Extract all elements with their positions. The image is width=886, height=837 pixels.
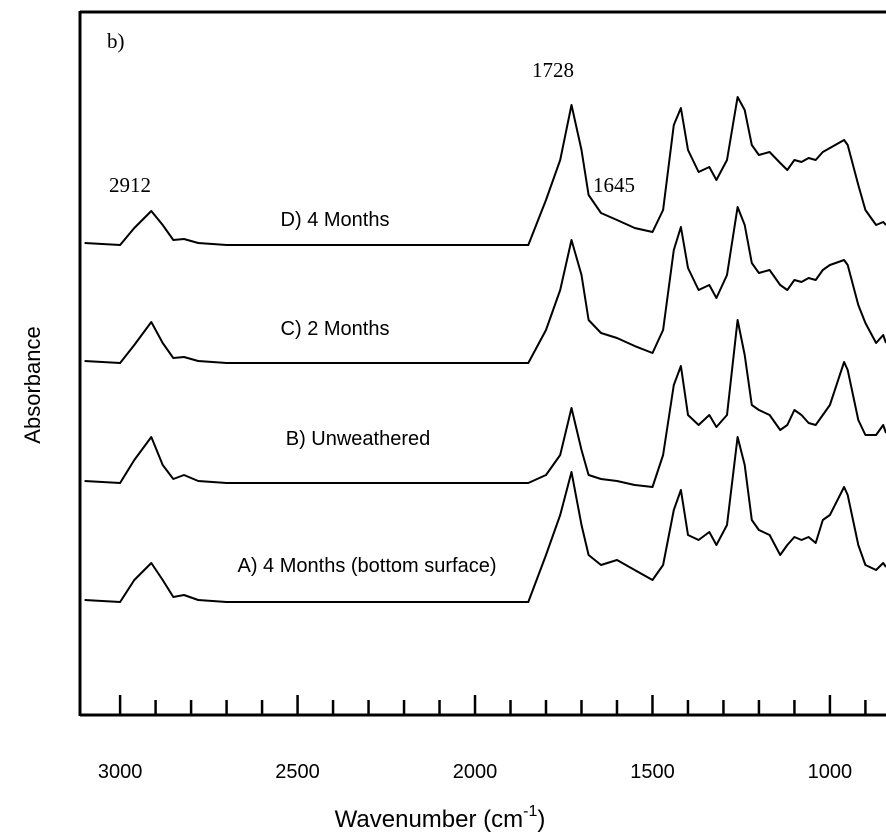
x-tick-label: 3000	[98, 761, 143, 783]
annotation: b)	[107, 29, 125, 53]
series-label: B) Unweathered	[286, 428, 431, 450]
x-tick-label: 1500	[630, 761, 675, 783]
x-axis-label-main: Wavenumber (cm	[335, 806, 523, 833]
series-label: A) 4 Months (bottom surface)	[238, 555, 497, 577]
annotation: 2912	[109, 173, 151, 197]
spectrum-line	[84, 319, 886, 488]
x-tick-label: 1000	[808, 761, 853, 783]
annotation: 1728	[532, 58, 574, 82]
series-label: D) 4 Months	[281, 209, 390, 231]
x-tick-label: 2500	[275, 761, 320, 783]
x-tick-label: 2000	[453, 761, 498, 783]
spectrum-line	[84, 436, 886, 603]
x-axis-label: Wavenumber (cm-1)	[335, 803, 546, 833]
annotation: 1645	[593, 173, 635, 197]
x-axis-label-end: )	[537, 806, 545, 833]
series-label: C) 2 Months	[281, 318, 390, 340]
y-axis-label: Absorbance	[20, 326, 45, 443]
spectrum-line	[84, 206, 886, 364]
x-axis-label-sup: -1	[523, 803, 537, 820]
spectrum-line	[84, 96, 886, 246]
